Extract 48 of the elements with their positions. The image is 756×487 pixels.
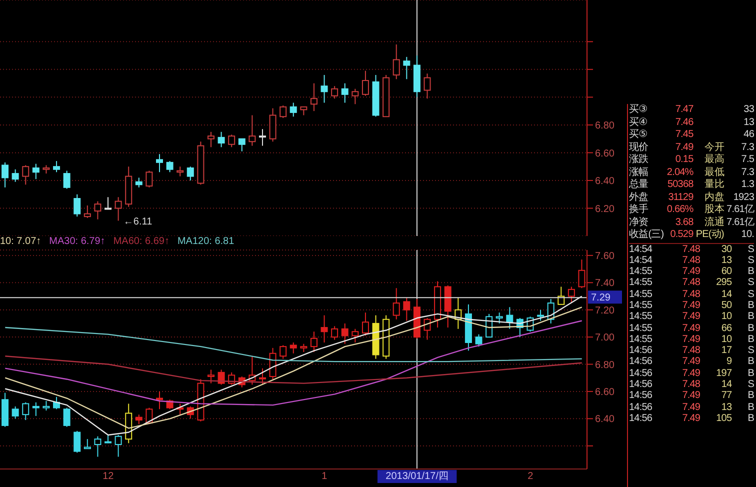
text: 总量 50368 量比 1.3 [629,179,754,190]
x-tick-label: 12 [102,471,114,482]
y-tick-label: 6.20 [595,204,615,215]
x-tick-label: 2013/01/17/四 [386,471,448,482]
text: 净资 3.68 流通 7.61亿 [629,216,754,228]
y-tick-label: 6.60 [595,148,615,160]
text: 14:56 7.48 17 S [629,345,754,356]
text: 14:55 7.49 50 B [629,300,754,311]
text: MA60: 6.69↑ [113,236,170,249]
y-tick-label: 7.40 [595,278,615,290]
text: 14:55 7.49 10 B [629,311,754,322]
text: 外盘 31129 内盘 1923 [629,192,754,202]
text: 10: 7.07↑ [0,236,42,249]
text: 14:55 7.49 10 B [629,334,754,345]
y-tick-label: 6.80 [595,360,615,371]
text: 14:56 7.48 14 S [629,379,754,390]
text: 14:56 7.49 105 B [629,412,754,424]
text: 买④ 7.46 13 [629,116,754,128]
text: 收益(三) 0.529 PE(动) 10. [629,229,754,240]
text: 14:55 7.49 60 B [629,266,754,278]
text: 14:55 7.48 295 S [629,277,754,288]
annotation: ←6.11 [123,216,153,228]
text: 14:56 7.49 9 B [629,356,754,368]
text: 换手 0.66% 股本 7.61亿 [629,204,754,215]
y-tick-label: 7.60 [595,250,615,262]
text: MA30: 6.79↑ [49,236,106,249]
ref-line-label: 7.29 [591,292,611,304]
x-tick-label: 1 [322,471,328,482]
text: 涨跌 0.15 最高 7.5 [629,154,754,165]
text: 现价 7.49 今开 7.3 [629,142,754,152]
text: 14:54 7.48 30 S [629,244,754,254]
y-tick-label: 7.00 [595,332,615,344]
text: 14:56 7.49 13 B [629,402,754,413]
y-tick-label: 6.60 [595,387,615,398]
text: 14:55 7.49 66 B [629,322,754,334]
y-tick-label: 6.40 [595,176,615,188]
text: 买③ 7.47 33 [629,104,754,115]
text: 14:55 7.48 14 S [629,288,754,300]
text: 涨幅 2.04% 最低 7.3 [629,166,754,178]
x-tick-label: 2 [528,471,534,482]
y-tick-label: 6.80 [595,120,615,132]
y-tick-label: 7.20 [595,305,615,316]
text: 14:56 7.49 77 B [629,390,754,402]
text: 14:54 7.48 13 S [629,254,754,266]
text: 14:56 7.49 197 B [629,368,754,379]
text: MA120: 6.81 [177,236,234,249]
y-tick-label: 6.40 [595,414,615,426]
text: 买⑤ 7.45 46 [629,129,754,140]
